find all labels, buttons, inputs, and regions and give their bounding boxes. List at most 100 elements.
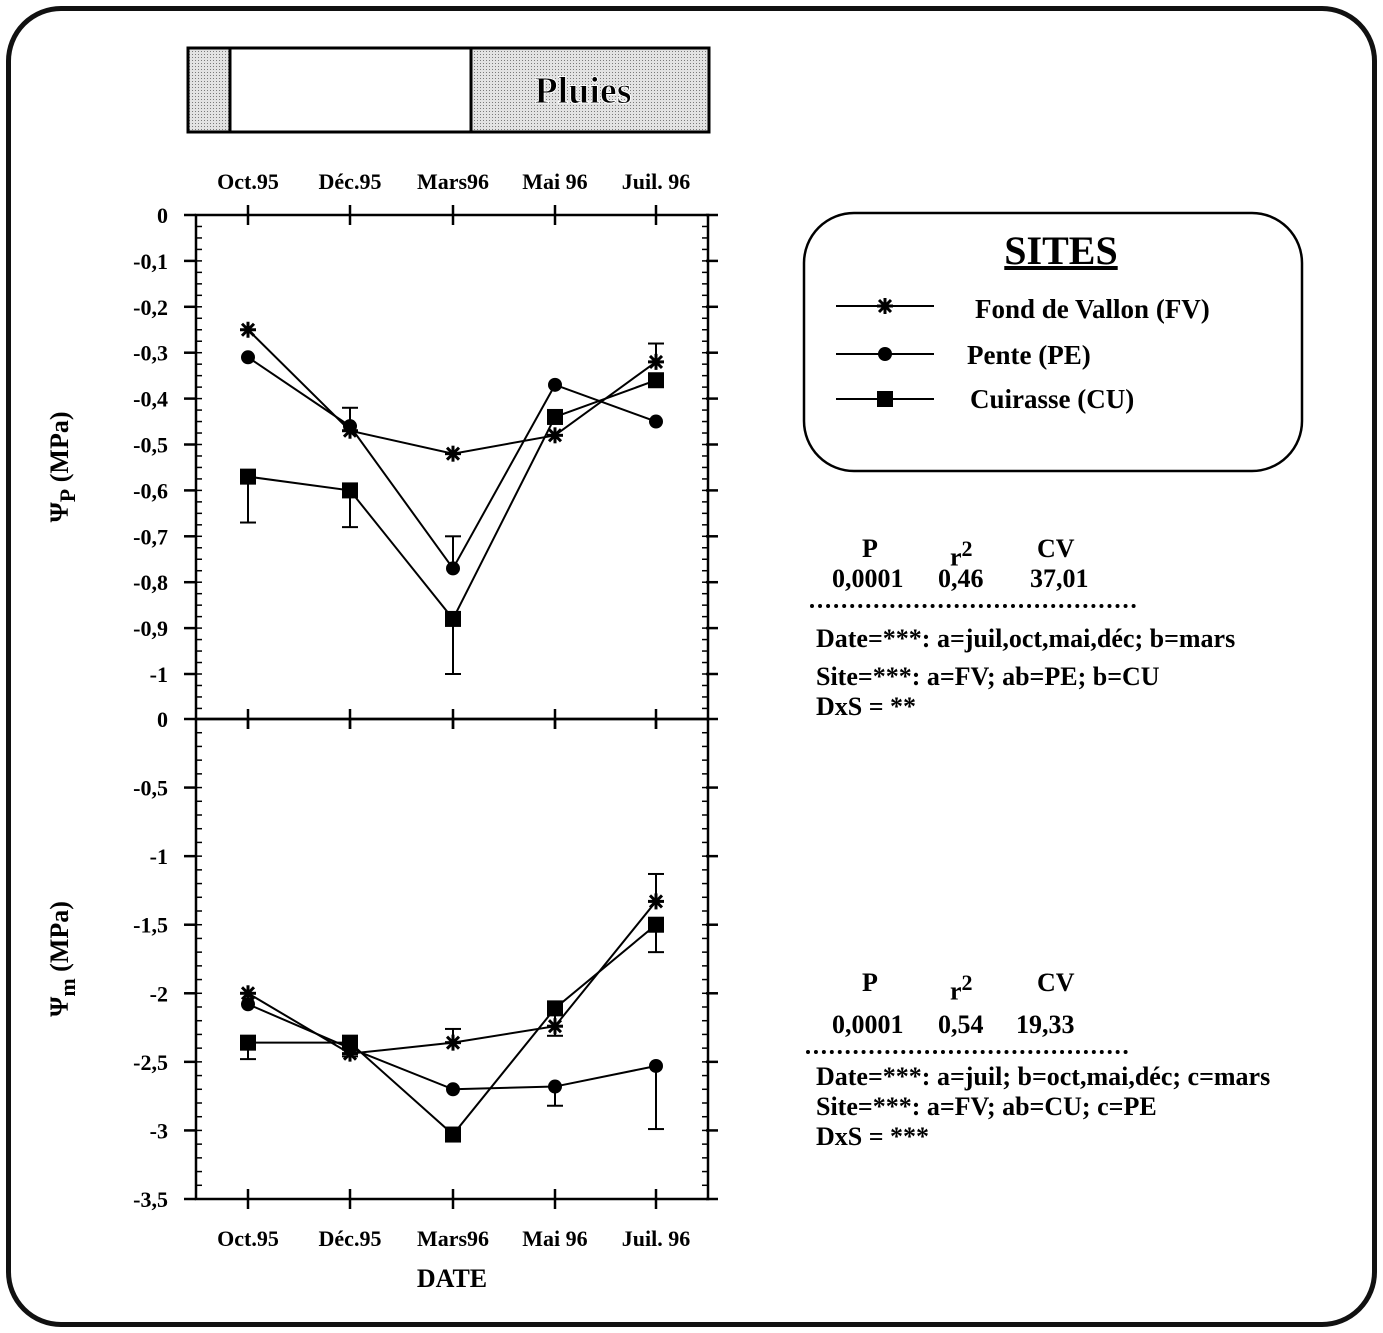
y-tick-label: -0,2	[133, 295, 168, 320]
data-point-asterisk-stroke	[648, 354, 664, 369]
stats-bottom-site-line: Site=***: a=FV; ab=CU; c=PE	[816, 1092, 1157, 1121]
data-point-circle	[446, 561, 460, 576]
series-square	[240, 916, 664, 1143]
stats-bottom-p-label: P	[862, 968, 878, 997]
chart-matric-potential: 0 -0,5 -1 -1,5 -2 -2,5 -3 -3,5 Oct.95 Déc.95 Mars9…	[45, 707, 718, 1293]
data-point-asterisk-stroke	[648, 894, 664, 909]
stats-bottom-date-line: Date=***: a=juil; b=oct,mai,déc; c=mars	[816, 1062, 1271, 1091]
stats-bottom-cv-label: CV	[1037, 968, 1075, 997]
y-tick-label: -0,4	[133, 387, 168, 412]
y-tick-label: -0,5	[133, 433, 168, 458]
stats-bottom-p-value: 0,0001	[832, 1010, 904, 1039]
x-tick-label: Mars96	[417, 169, 489, 194]
data-point-asterisk	[240, 321, 256, 338]
legend-label-pe: Pente (PE)	[967, 340, 1091, 370]
stats-bottom-r2-label: r2	[950, 968, 973, 1007]
figure-frame	[6, 6, 1377, 1327]
stats-top-r2-letter: r	[950, 542, 962, 572]
y-tick-label: -0,3	[133, 341, 168, 366]
legend-circle-mark	[878, 347, 892, 361]
data-point-asterisk	[445, 445, 461, 462]
data-point-square	[648, 372, 664, 389]
stats-top-divider	[810, 604, 1136, 608]
y-tick-label: -0,8	[133, 570, 168, 595]
legend-asterisk-marker	[877, 298, 893, 314]
x-tick-label: Juil. 96	[622, 169, 690, 194]
stats-bottom-dxs-line: DxS = ***	[816, 1122, 930, 1151]
y-tick-label: -1,5	[133, 913, 168, 938]
data-point-circle	[649, 414, 663, 429]
data-point-asterisk	[648, 893, 664, 910]
y-tick-label: -3	[150, 1118, 168, 1143]
data-point-square	[648, 916, 664, 933]
series-asterisk	[240, 872, 664, 1062]
rain-period-early	[186, 46, 232, 134]
data-point-square	[342, 1034, 358, 1051]
stats-top-p-label: P	[862, 534, 878, 563]
data-point-asterisk-stroke	[547, 428, 563, 443]
rain-season-bar: Pluies	[186, 46, 711, 134]
x-tick-label: Mars96	[417, 1226, 489, 1251]
data-point-square	[240, 468, 256, 485]
x-tick-label: Oct.95	[217, 169, 279, 194]
legend-asterisk-mark-stroke	[877, 298, 893, 314]
data-point-asterisk-stroke	[445, 1035, 461, 1050]
data-point-circle	[241, 997, 255, 1012]
y-tick-label: -1	[150, 662, 168, 687]
x-tick-label: Mai 96	[522, 169, 587, 194]
series-line	[247, 329, 657, 455]
stats-top-p-value: 0,0001	[832, 564, 904, 593]
rain-period-main	[469, 46, 711, 134]
y-tick-label: -0,6	[133, 478, 168, 503]
y-tick-label: -0,7	[133, 524, 168, 549]
data-point-square	[547, 408, 563, 425]
x-tick-label: Mai 96	[522, 1226, 587, 1251]
y-tick-label: 0	[157, 707, 168, 732]
y-tick-label: -0,9	[133, 616, 168, 641]
x-tick-label: Juil. 96	[622, 1226, 690, 1251]
stats-top-cv-value: 37,01	[1030, 564, 1089, 593]
data-point-circle	[446, 1082, 460, 1097]
data-point-asterisk-stroke	[240, 986, 256, 1001]
data-point-circle	[343, 419, 357, 434]
data-point-square	[445, 610, 461, 627]
legend-label-cu: Cuirasse (CU)	[970, 384, 1134, 414]
y-tick-label: -2,5	[133, 1050, 168, 1075]
y-tick-label: -1	[150, 844, 168, 869]
stats-bottom-cv-value: 19,33	[1016, 1010, 1075, 1039]
data-point-asterisk-stroke	[240, 322, 256, 337]
series-asterisk	[240, 321, 664, 462]
series-line	[247, 379, 657, 621]
data-point-asterisk	[648, 353, 664, 370]
stats-top-site-line: Site=***: a=FV; ab=PE; b=CU	[816, 662, 1160, 691]
stats-bottom-divider	[806, 1050, 1128, 1054]
data-point-circle	[548, 377, 562, 392]
stats-bottom-r2-sup: 2	[961, 970, 973, 995]
rain-bar-label: Pluies	[534, 70, 631, 112]
stats-top-r2-sup: 2	[961, 536, 973, 561]
y-tick-label: -0,1	[133, 249, 168, 274]
legend-asterisk-mark	[877, 298, 893, 314]
data-point-square	[445, 1126, 461, 1143]
stats-bottom-r2-value: 0,54	[938, 1010, 984, 1039]
x-tick-label: Déc.95	[319, 169, 382, 194]
data-point-asterisk-stroke	[445, 446, 461, 461]
data-point-square	[342, 482, 358, 499]
data-point-square	[547, 1000, 563, 1017]
series-circle	[241, 997, 664, 1131]
legend-circle-marker	[878, 347, 892, 361]
x-tick-label: Oct.95	[217, 1226, 279, 1251]
data-point-circle	[649, 1058, 663, 1073]
stats-top-date-line: Date=***: a=juil,oct,mai,déc; b=mars	[816, 624, 1236, 653]
stats-bottom-r2-letter: r	[950, 976, 962, 1006]
legend-box	[802, 211, 1304, 473]
data-point-circle	[548, 1079, 562, 1094]
stats-top-dxs-line: DxS = **	[816, 692, 917, 721]
y-axis-label: Ψm (MPa)	[45, 901, 80, 1017]
y-tick-label: -2	[150, 981, 168, 1006]
y-axis-label: ΨP (MPa)	[45, 412, 80, 523]
legend-label-fv: Fond de Vallon (FV)	[975, 294, 1210, 324]
legend-title: SITES	[1004, 228, 1117, 273]
y-tick-label: -3,5	[133, 1187, 168, 1212]
